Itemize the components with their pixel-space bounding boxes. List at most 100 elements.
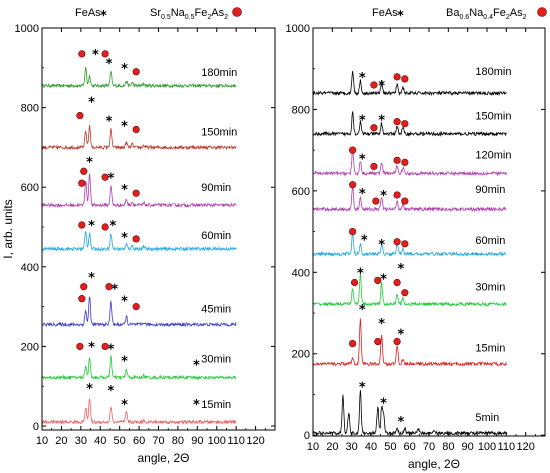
phase-star-marker: * (380, 397, 387, 412)
phase-dot-marker (78, 295, 86, 303)
x-tick-label: 80 (442, 441, 454, 453)
x-tick-label: 50 (114, 435, 126, 447)
phase-dot-marker (372, 197, 380, 205)
x-tick-label: 20 (326, 441, 338, 453)
phase-dot-marker (349, 227, 357, 236)
curve-label-60min: 60min (475, 235, 505, 247)
phase-star-marker: * (359, 187, 366, 202)
legend-dot-marker (232, 7, 242, 17)
phase-dot-marker (76, 111, 84, 120)
phase-star-marker: * (378, 238, 385, 253)
x-tick-label: 100 (208, 435, 226, 447)
x-tick-label: 120 (246, 435, 264, 447)
phase-dot-marker (80, 283, 88, 291)
series-line-90min (312, 185, 507, 213)
phase-dot-marker (349, 339, 357, 348)
y-tick-label: 0 (304, 430, 310, 442)
phase-dot-marker (132, 303, 140, 311)
legend-compound-part: 2 (207, 14, 211, 21)
legend-dot-marker (537, 7, 547, 17)
y-tick-label: 400 (292, 267, 310, 279)
x-tick-label: 60 (404, 441, 416, 453)
phase-dot-marker (401, 158, 409, 166)
phase-dot-marker (393, 73, 401, 81)
x-tick-label: 70 (423, 441, 435, 453)
phase-dot-marker (101, 223, 109, 231)
y-tick-label: 1000 (286, 23, 310, 35)
y-tick-label: 600 (21, 182, 39, 194)
phase-star-marker: * (193, 398, 200, 413)
series-line-180min (312, 71, 507, 97)
legend-compound-label: Sr0.5Na0.5Fe2As2 (150, 7, 228, 21)
series-line-120min (312, 150, 507, 177)
legend-compound-part: 2 (506, 14, 510, 21)
legend-compound-part: 2 (523, 14, 527, 21)
legend-compound-part: Fe (195, 7, 208, 19)
x-tick-label: 60 (133, 435, 145, 447)
y-tick-label: 0 (33, 421, 39, 433)
curve-label-120min: 120min (475, 149, 511, 161)
series-line-180min (41, 66, 237, 89)
phase-dot-marker (374, 276, 382, 285)
phase-dot-marker (370, 124, 378, 132)
legend-compound-part: Na (469, 7, 484, 19)
curve-label-30min: 30min (475, 282, 505, 294)
phase-dot-marker (80, 167, 88, 175)
legend-compound-part: 0.5 (161, 14, 171, 21)
phase-star-marker: * (378, 114, 385, 129)
x-axis-label: angle, 2Θ (408, 457, 460, 471)
phase-star-marker: * (106, 114, 113, 129)
phase-star-marker: * (380, 272, 387, 287)
curve-label-30min: 30min (201, 353, 231, 365)
phase-dot-marker (105, 283, 113, 291)
curve-label-180min: 180min (475, 66, 511, 78)
series-line-60min (312, 233, 507, 257)
phase-dot-marker (78, 221, 86, 229)
x-tick-label: 120 (516, 441, 534, 453)
legend-compound-part: 2 (224, 14, 228, 21)
phase-dot-marker (132, 68, 140, 76)
phase-star-marker: * (88, 96, 95, 111)
phase-dot-marker (132, 235, 140, 243)
curve-label-180min: 180min (201, 67, 237, 79)
curve-label-45min: 45min (201, 304, 231, 316)
x-tick-label: 80 (172, 435, 184, 447)
curve-label-90min: 90min (201, 182, 231, 194)
phase-star-marker: * (359, 114, 366, 129)
phase-star-marker: * (88, 340, 95, 355)
legend-compound-part: 0.6 (459, 14, 469, 21)
phase-star-marker: * (378, 317, 385, 332)
phase-star-marker: * (86, 382, 93, 397)
phase-star-marker: * (121, 120, 128, 135)
legend-compound-part: Na (171, 7, 186, 19)
plot-frame (41, 27, 276, 431)
x-tick-label: 40 (365, 441, 377, 453)
curve-label-150min: 150min (475, 111, 511, 123)
phase-star-marker: * (398, 327, 405, 342)
x-tick-label: 50 (384, 441, 396, 453)
x-tick-label: 70 (152, 435, 164, 447)
phase-star-marker: * (359, 152, 366, 167)
legend-star-marker: * (397, 9, 404, 24)
phase-dot-marker (78, 179, 86, 187)
phase-dot-marker (393, 278, 401, 287)
phase-dot-marker (349, 181, 357, 189)
y-tick-label: 200 (21, 341, 39, 353)
curve-label-60min: 60min (201, 230, 231, 242)
phase-dot-marker (401, 75, 409, 83)
legend-compound-part: Fe (493, 7, 506, 19)
phase-dot-marker (401, 289, 409, 297)
x-axis-label: angle, 2Θ (137, 451, 189, 465)
series-line-45min (41, 296, 237, 328)
phase-star-marker: * (359, 303, 366, 318)
legend-feas-label: FeAs (372, 7, 398, 19)
series-line-15min (312, 318, 507, 367)
legend-compound-part: Ba (446, 7, 460, 19)
series-line-150min (41, 125, 237, 151)
phase-star-marker: * (121, 183, 128, 198)
phase-star-marker: * (109, 219, 116, 234)
phase-dot-marker (370, 81, 378, 89)
x-tick-label: 40 (94, 435, 106, 447)
phase-dot-marker (393, 337, 401, 346)
x-tick-label: 100 (478, 441, 496, 453)
